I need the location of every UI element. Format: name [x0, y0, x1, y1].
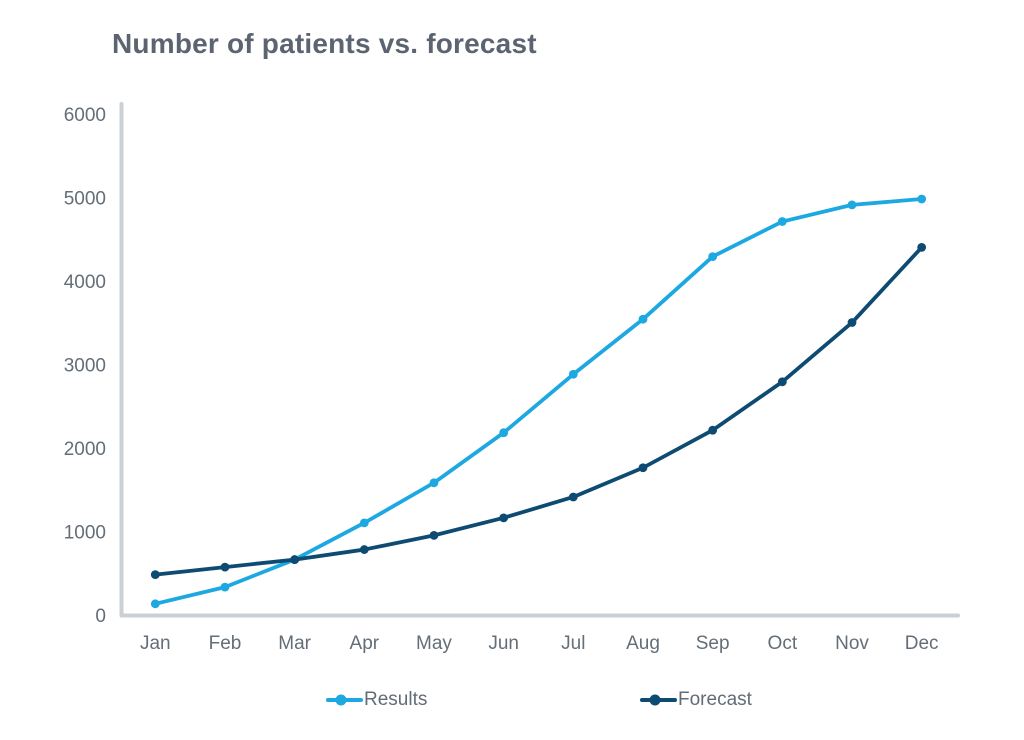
x-axis-tick-label: Dec [905, 633, 939, 654]
results-point-oct [777, 217, 787, 226]
results-point-apr [359, 518, 369, 528]
y-axis-tick-label: 0 [95, 606, 106, 627]
legend-label-forecast: Forecast [678, 689, 752, 710]
forecast-point-sep [708, 425, 718, 435]
forecast-point-oct [777, 377, 787, 387]
forecast-series-line [153, 245, 924, 577]
axis-lines [119, 102, 960, 618]
forecast-point-jan [150, 570, 160, 580]
forecast-point-apr [359, 545, 369, 554]
y-axis-tick-label: 6000 [64, 105, 106, 126]
results-point-jun [499, 428, 509, 438]
x-axis-tick-label: May [416, 633, 452, 654]
y-axis-tick-label: 3000 [64, 356, 106, 377]
results-series-line [153, 197, 924, 606]
forecast-point-jul [568, 492, 578, 502]
y-axis-tick-label: 4000 [64, 272, 106, 293]
x-axis-tick-label: Apr [350, 633, 380, 654]
x-axis-tick-label: Feb [209, 633, 242, 654]
forecast-point-feb [220, 562, 230, 572]
forecast-point-aug [638, 463, 648, 473]
forecast-point-nov [847, 318, 857, 327]
chart-title: Number of patients vs. forecast [112, 28, 537, 59]
results-point-feb [220, 582, 230, 592]
x-axis-tick-label: Aug [626, 633, 660, 654]
results-point-aug [638, 314, 648, 324]
x-axis-tick-label: Nov [835, 633, 869, 654]
forecast-point-jun [499, 513, 509, 523]
results-point-may [429, 478, 439, 488]
results-marker-dot-icon [335, 694, 347, 706]
forecast-marker-dot-icon [649, 694, 661, 706]
forecast-point-may [429, 530, 439, 540]
legend-label-results: Results [364, 689, 428, 710]
x-axis-tick-label: Jul [561, 633, 585, 654]
y-axis-tick-label: 1000 [64, 523, 106, 544]
x-axis-tick-label: Mar [278, 633, 311, 654]
results-point-sep [708, 252, 718, 261]
results-point-jan [150, 599, 160, 609]
x-axis-tick-label: Sep [696, 633, 730, 654]
legend-item-results: Results [326, 688, 427, 712]
legend-item-forecast: Forecast [640, 688, 752, 712]
forecast-point-dec [917, 243, 927, 252]
x-axis-tick-label: Oct [768, 633, 798, 654]
results-series-swatch-icon [326, 694, 363, 706]
results-point-dec [917, 194, 927, 204]
y-axis-tick-label: 2000 [64, 439, 106, 460]
x-axis-tick-label: Jun [488, 633, 519, 654]
x-axis-tick-label: Jan [140, 633, 171, 654]
forecast-series-swatch-icon [640, 694, 677, 706]
results-point-jul [568, 369, 578, 379]
y-axis-tick-label: 5000 [64, 189, 106, 210]
forecast-point-mar [290, 555, 300, 564]
results-point-nov [847, 200, 857, 210]
